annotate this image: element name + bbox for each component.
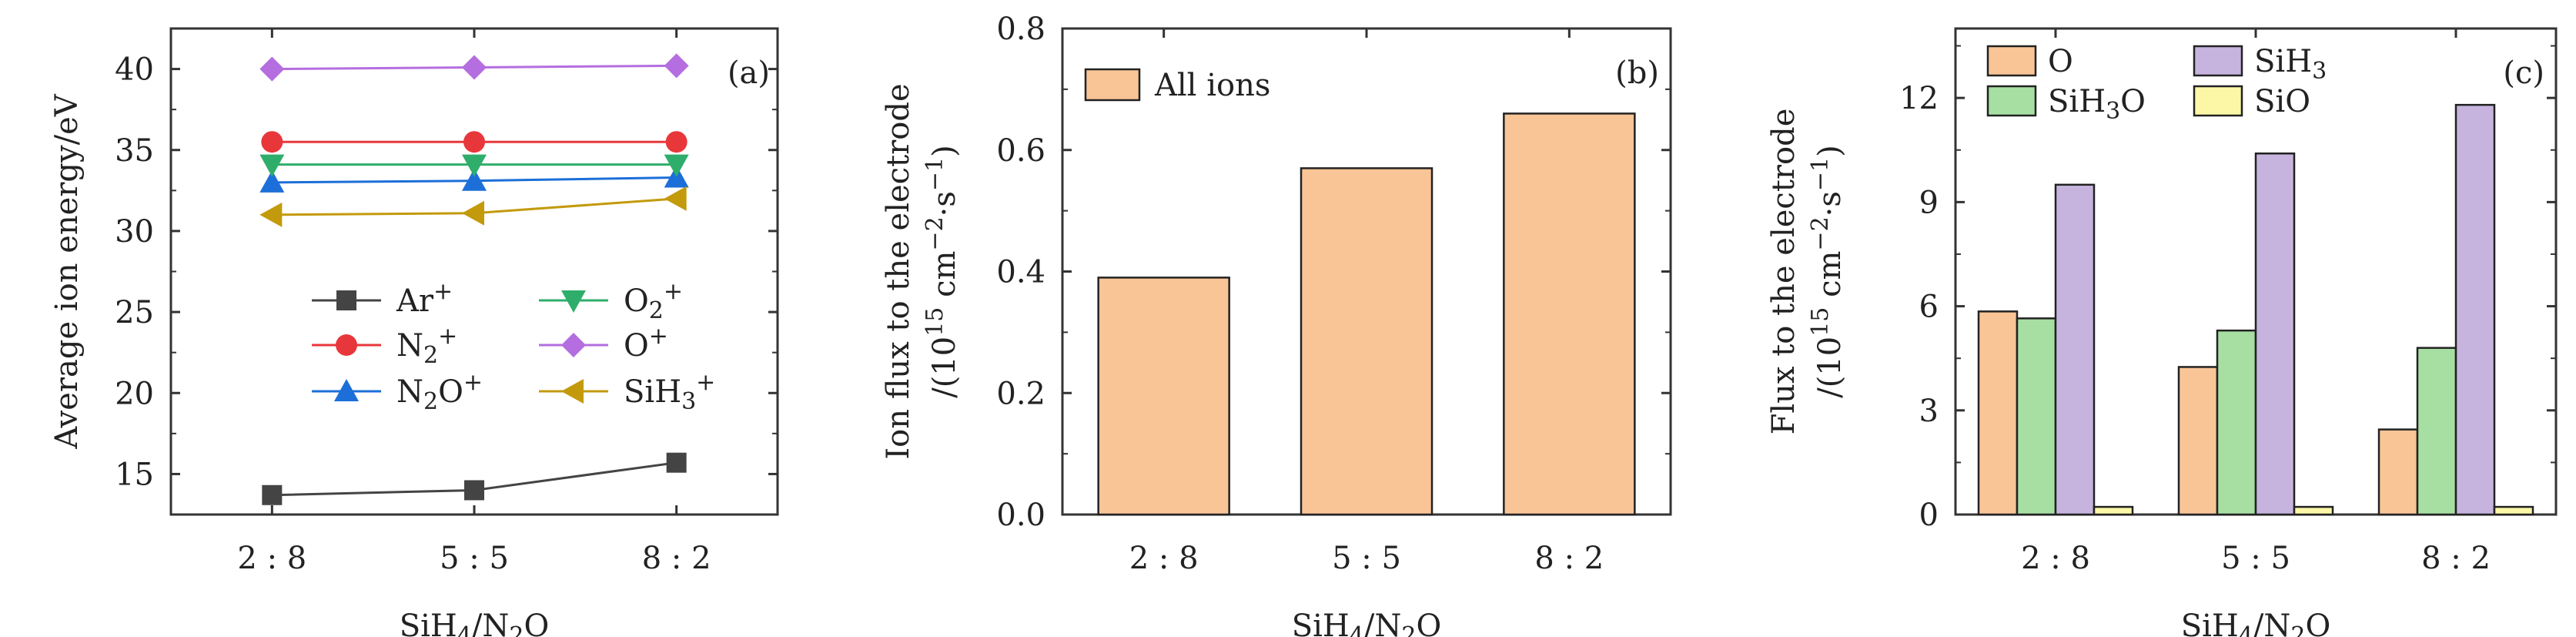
legend-label: SiH3+ bbox=[624, 369, 715, 415]
y-axis-label-line1: Ion flux to the electrode bbox=[881, 83, 916, 459]
data-point bbox=[462, 168, 487, 191]
data-point bbox=[464, 480, 484, 501]
data-point bbox=[462, 154, 487, 177]
bar bbox=[1503, 112, 1636, 516]
y-tick-label: 25 bbox=[115, 295, 154, 330]
legend-label: Ar+ bbox=[396, 278, 453, 319]
bar bbox=[2416, 347, 2457, 516]
y-axis-label-line2: /(1015 cm−2·s−1) bbox=[1807, 145, 1848, 398]
x-axis-label: SiH4/N2O bbox=[400, 609, 550, 637]
y-tick-label: 3 bbox=[1919, 394, 1939, 429]
legend-marker bbox=[336, 334, 357, 356]
data-point bbox=[463, 131, 485, 153]
legend-marker bbox=[336, 290, 356, 310]
x-tick-label: 5 : 5 bbox=[440, 541, 509, 576]
y-tick-label: 15 bbox=[115, 457, 154, 492]
bar bbox=[2093, 505, 2134, 516]
y-tick-label: 0.8 bbox=[996, 12, 1045, 47]
x-tick-label: 8 : 2 bbox=[2421, 541, 2491, 576]
data-point bbox=[664, 154, 689, 177]
data-point bbox=[666, 452, 687, 473]
legend-label: N2+ bbox=[396, 323, 457, 369]
y-tick-label: 12 bbox=[1899, 81, 1939, 116]
legend-label: O+ bbox=[624, 323, 668, 364]
y-axis-label: Average ion energy/eV bbox=[49, 93, 85, 449]
bar bbox=[2377, 428, 2419, 516]
bar bbox=[2054, 183, 2096, 516]
legend-marker bbox=[561, 379, 584, 404]
legend-swatch bbox=[1986, 85, 2037, 117]
y-tick-label: 0.2 bbox=[996, 376, 1045, 411]
panel-label: (c) bbox=[2503, 55, 2544, 91]
x-tick-label: 2 : 8 bbox=[1129, 541, 1199, 576]
data-point bbox=[665, 131, 687, 153]
legend-label: N2O+ bbox=[396, 369, 483, 415]
bar bbox=[1300, 167, 1434, 516]
y-tick-label: 0.0 bbox=[996, 498, 1045, 533]
data-point bbox=[259, 154, 285, 177]
data-point bbox=[259, 169, 285, 193]
legend-swatch bbox=[2193, 85, 2243, 117]
y-tick-label: 30 bbox=[115, 214, 154, 250]
legend-label: SiH3 bbox=[2254, 44, 2327, 85]
data-point bbox=[664, 186, 687, 211]
data-point bbox=[664, 53, 689, 79]
bar bbox=[1097, 277, 1230, 516]
bar bbox=[2293, 505, 2334, 516]
x-tick-label: 5 : 5 bbox=[1332, 541, 1401, 576]
data-point bbox=[259, 56, 285, 82]
x-tick-label: 5 : 5 bbox=[2221, 541, 2290, 576]
bar bbox=[2254, 153, 2296, 516]
legend-marker bbox=[561, 290, 586, 313]
data-point bbox=[462, 55, 487, 80]
legend-marker bbox=[334, 379, 359, 401]
legend-label: SiO bbox=[2254, 84, 2310, 119]
y-tick-label: 0.6 bbox=[996, 133, 1045, 169]
bar bbox=[1977, 310, 2019, 516]
x-tick-label: 2 : 8 bbox=[2021, 541, 2090, 576]
y-tick-label: 20 bbox=[115, 376, 154, 411]
x-axis-label: SiH4/N2O bbox=[2181, 609, 2331, 637]
legend-swatch bbox=[1084, 68, 1141, 102]
y-tick-label: 6 bbox=[1919, 290, 1939, 325]
panel-b: 0.0 0.2 0.4 0.6 0.8 2 : 8 5 : 5 8 : 2 SiH4/N2O Io… bbox=[881, 12, 1672, 637]
data-point bbox=[259, 202, 283, 227]
panel-label: (a) bbox=[728, 55, 770, 91]
y-tick-label: 9 bbox=[1919, 185, 1939, 220]
legend-label: O bbox=[2048, 44, 2073, 79]
y-tick-label: 0.4 bbox=[996, 255, 1045, 290]
legend-label: O2+ bbox=[624, 278, 683, 324]
legend-swatch bbox=[2193, 45, 2243, 77]
y-tick-label: 0 bbox=[1919, 498, 1939, 533]
bar bbox=[2454, 103, 2496, 516]
x-axis-label: SiH4/N2O bbox=[1292, 609, 1442, 637]
bar bbox=[2216, 329, 2257, 516]
panel-c: 0 3 6 9 12 2 : 8 5 : 5 8 : 2 SiH4/N2O Flux to the… bbox=[1766, 27, 2558, 637]
legend-swatch bbox=[1986, 45, 2037, 77]
x-tick-label: 8 : 2 bbox=[1534, 541, 1604, 576]
data-point bbox=[261, 131, 283, 153]
panel-label: (b) bbox=[1615, 55, 1659, 91]
legend-label: SiH3O bbox=[2048, 84, 2146, 125]
legend-marker bbox=[561, 333, 586, 357]
y-axis-label-line1: Flux to the electrode bbox=[1766, 109, 1802, 435]
y-tick-label: 40 bbox=[115, 52, 154, 88]
bar bbox=[2493, 505, 2534, 516]
y-tick-label: 35 bbox=[115, 133, 154, 169]
legend-label: All ions bbox=[1154, 68, 1270, 103]
data-point bbox=[462, 200, 484, 226]
bar bbox=[2177, 366, 2219, 516]
data-point bbox=[262, 484, 283, 505]
plot-frame bbox=[169, 27, 779, 516]
y-axis-label-line2: /(1015 cm−2·s−1) bbox=[922, 145, 962, 398]
x-tick-label: 2 : 8 bbox=[237, 541, 306, 576]
panel-a: 15 20 25 30 35 40 2 : 8 5 : 5 8 : 2 SiH4/N2O Avera… bbox=[49, 27, 779, 637]
bar bbox=[2016, 317, 2057, 516]
x-tick-label: 8 : 2 bbox=[642, 541, 711, 576]
